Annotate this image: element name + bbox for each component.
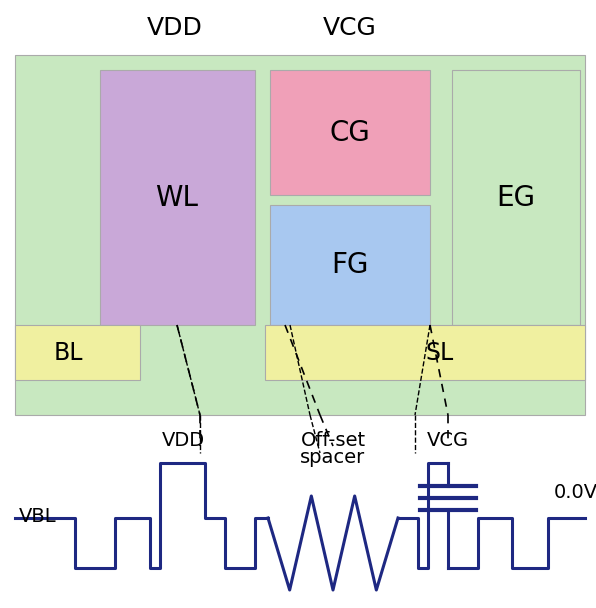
Text: WL: WL [156, 184, 198, 212]
Text: CG: CG [330, 119, 370, 147]
Bar [15, 55, 585, 415]
Text: SL: SL [426, 341, 454, 365]
Bar [265, 325, 585, 380]
Text: VCG: VCG [323, 16, 377, 40]
Text: VDD: VDD [147, 16, 203, 40]
Text: Off-set: Off-set [300, 431, 365, 450]
Bar [270, 205, 430, 325]
Text: FG: FG [331, 251, 369, 279]
Text: VCG: VCG [427, 431, 469, 450]
Text: VBL: VBL [19, 506, 57, 525]
Text: BL: BL [53, 341, 83, 365]
Bar [100, 70, 255, 325]
Bar [15, 325, 140, 380]
Text: VDD: VDD [162, 431, 204, 450]
Text: 0.0V: 0.0V [554, 483, 596, 502]
Bar [270, 70, 430, 195]
Text: EG: EG [496, 184, 535, 212]
Text: spacer: spacer [300, 448, 365, 467]
Bar [452, 70, 580, 325]
